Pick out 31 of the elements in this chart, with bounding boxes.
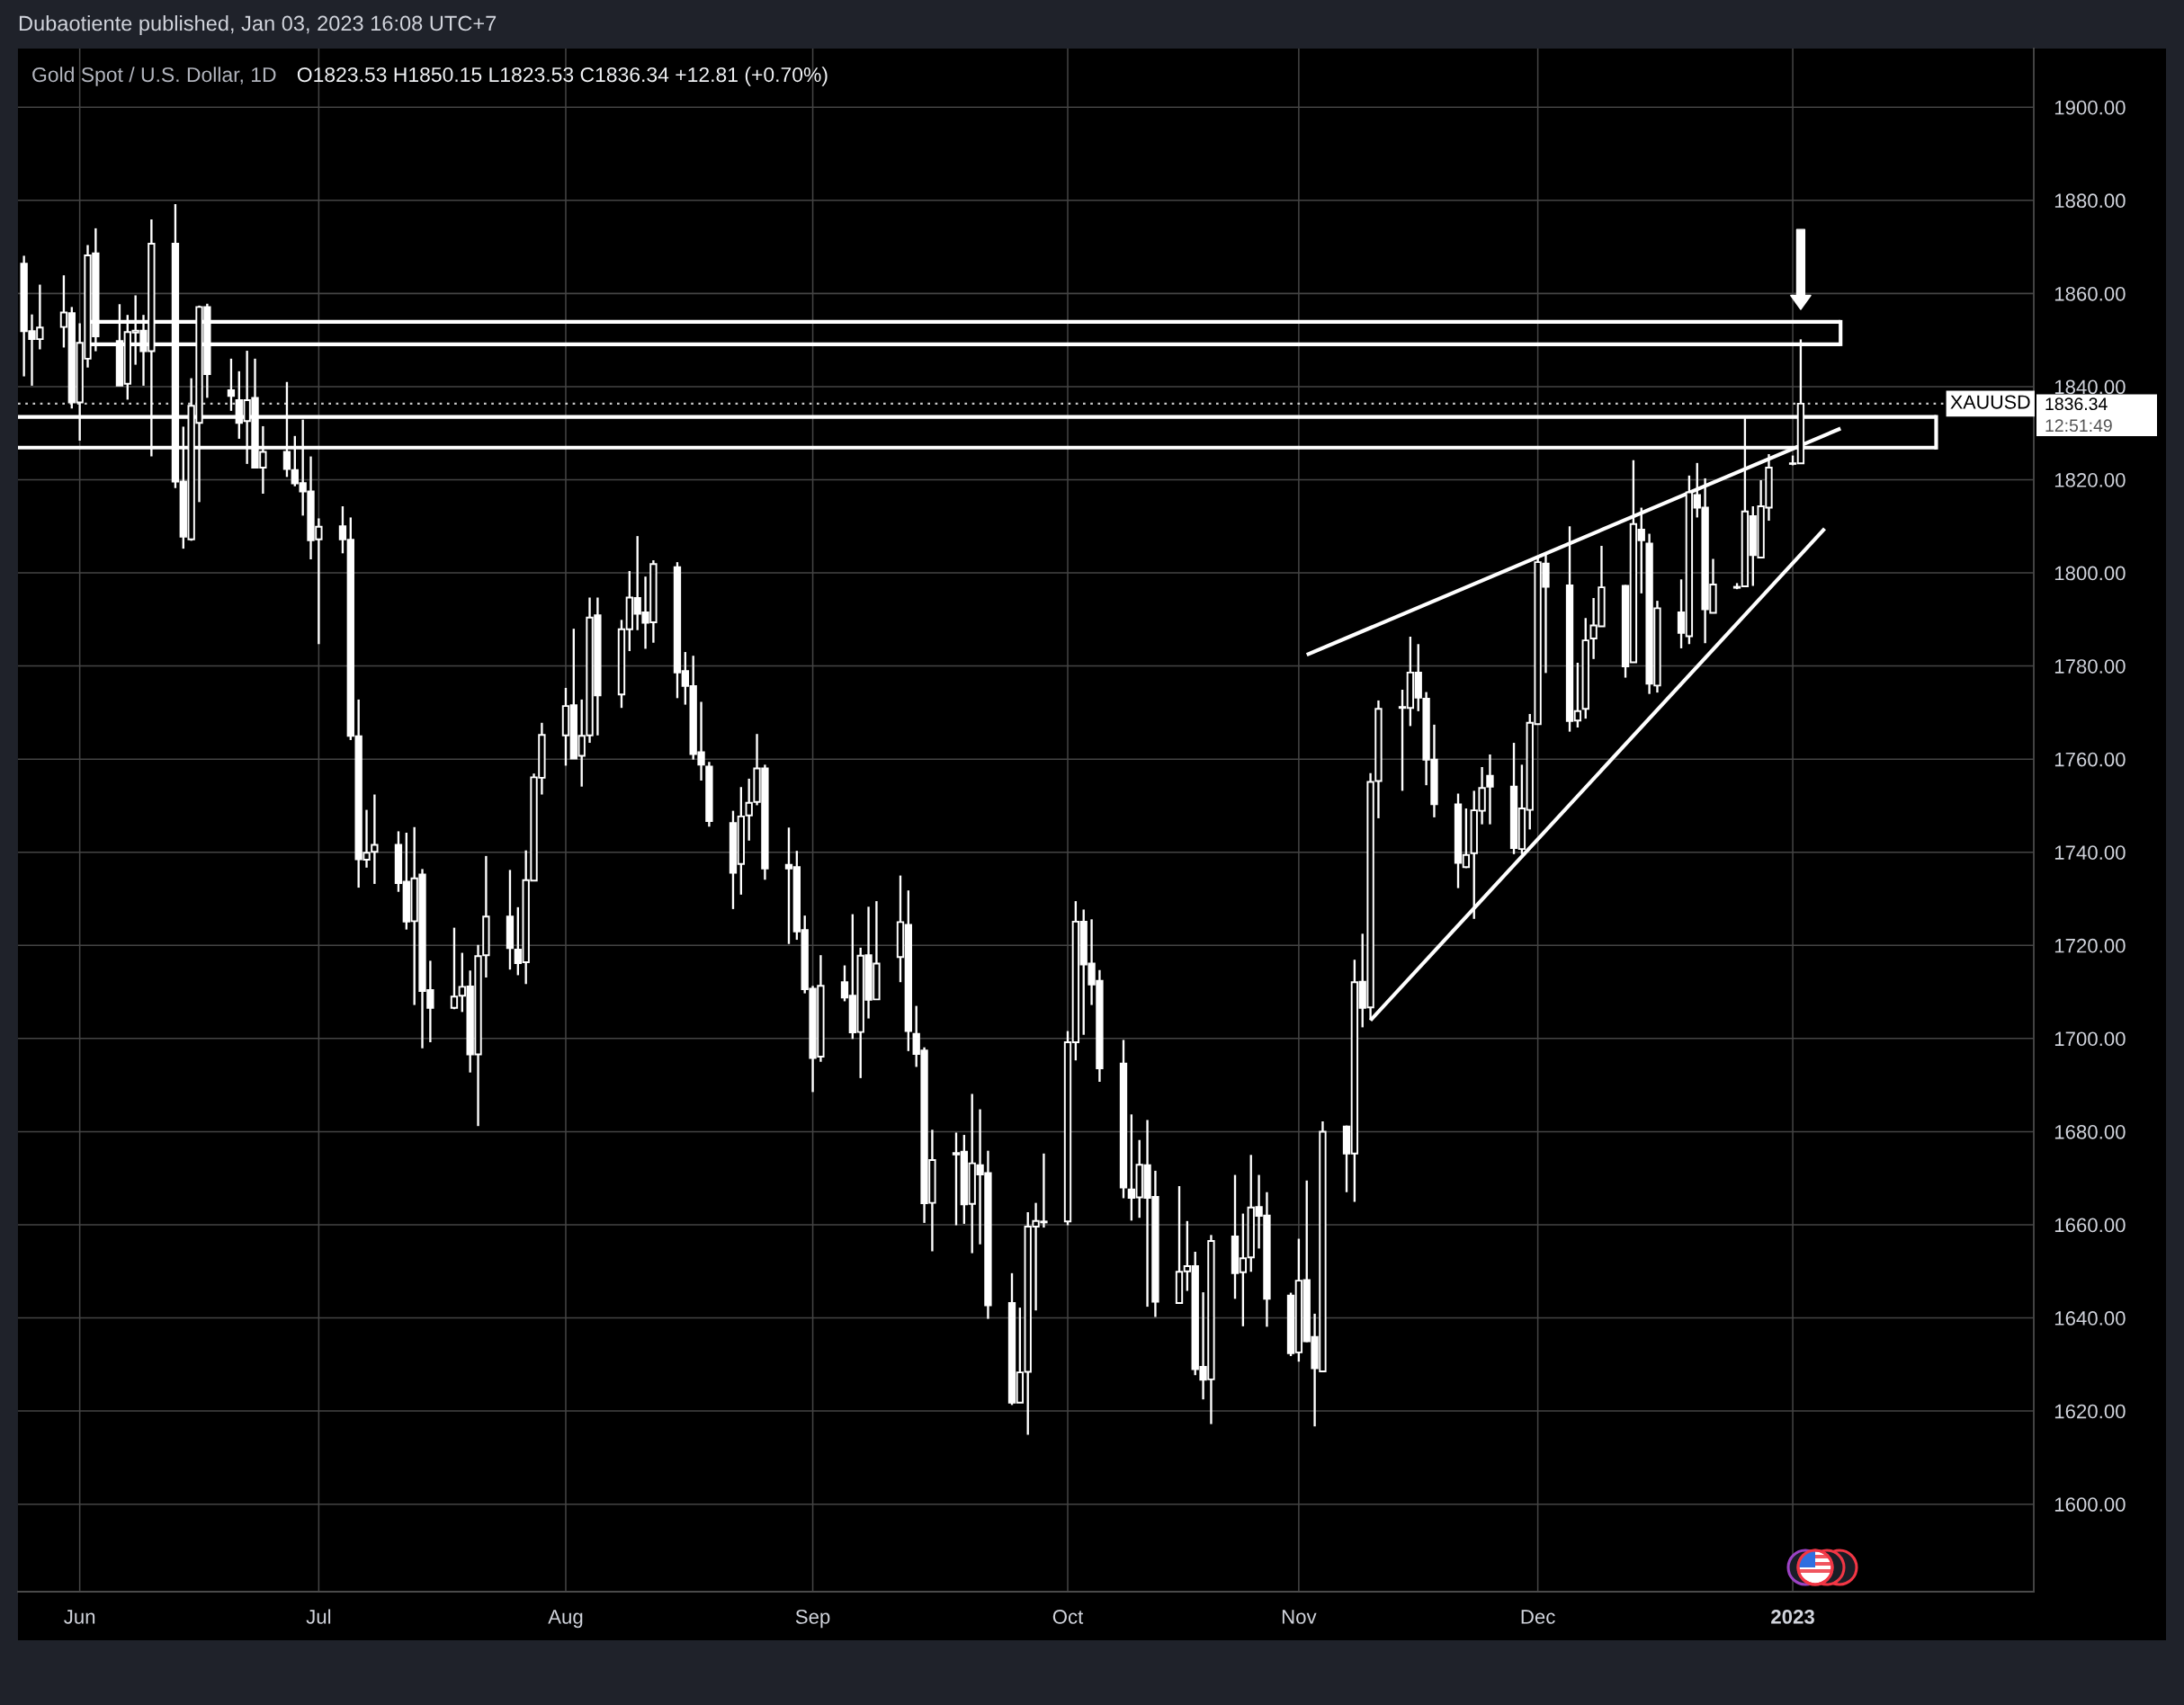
y-tick-label: 1640.00 [2054, 1311, 2126, 1326]
y-tick-label: 1620.00 [2054, 1404, 2126, 1419]
x-tick-label: Nov [1282, 1610, 1317, 1624]
y-tick-label: 1720.00 [2054, 938, 2126, 953]
y-tick-label: 1800.00 [2054, 566, 2126, 581]
text: Dubaotiente published, Jan 03, 2023 16:08 UTC+7 [19, 15, 497, 36]
x-tick-label: 2023 [1771, 1610, 1814, 1624]
y-tick-label: 1660.00 [2054, 1218, 2126, 1233]
y-tick-label: 1900.00 [2054, 100, 2126, 115]
y-tick-label: 1820.00 [2054, 473, 2126, 487]
text: O1823.53 H1850.15 L1823.53 C1836.34 +12.81 (+0.70%) [297, 67, 828, 86]
y-tick-label: 1760.00 [2054, 752, 2126, 767]
y-tick-label: 1680.00 [2054, 1124, 2126, 1139]
y-tick-label: 1860.00 [2054, 286, 2126, 301]
y-tick-label: 1740.00 [2054, 845, 2126, 860]
text: Gold Spot / U.S. Dollar, 1D [32, 67, 276, 86]
x-tick-label: Oct [1052, 1610, 1084, 1624]
y-tick-label: 1840.00 [2054, 379, 2126, 395]
y-tick-label: 1600.00 [2054, 1497, 2126, 1512]
y-tick-label: 1700.00 [2054, 1031, 2126, 1047]
text: 12:51:49 [2045, 419, 2112, 433]
x-tick-label: Dec [1521, 1610, 1555, 1624]
x-tick-label: Sep [795, 1610, 830, 1629]
y-tick-label: 1880.00 [2054, 193, 2126, 209]
ref-line-label: XAUUSD [1950, 395, 2030, 409]
x-tick-label: Jul [306, 1609, 331, 1624]
x-tick-label: Aug [548, 1610, 583, 1629]
text: 1836.34 [2045, 397, 2108, 411]
x-tick-label: Jun [64, 1610, 95, 1624]
y-tick-label: 1780.00 [2054, 659, 2126, 674]
candlestick [227, 357, 236, 413]
